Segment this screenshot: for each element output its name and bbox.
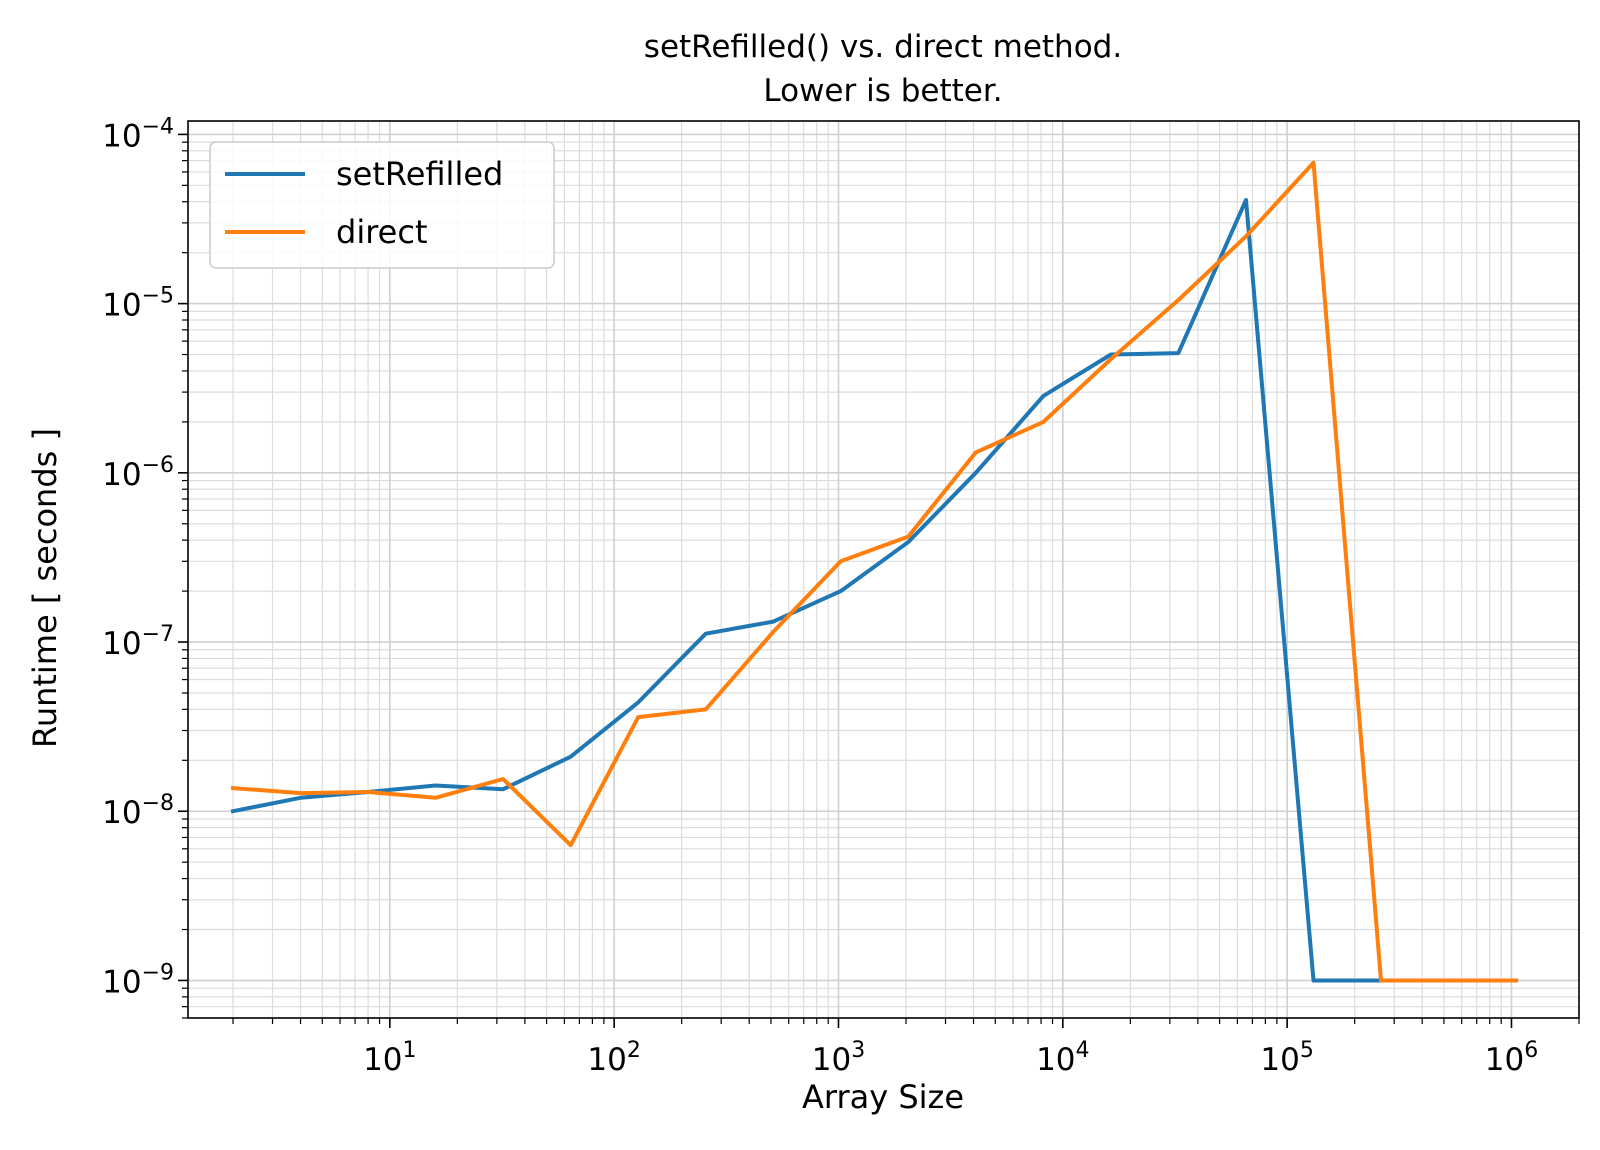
series-layer [230,160,1519,983]
x-tick-label: 106 [1485,1038,1538,1078]
plot-frame [187,120,1580,1019]
y-tick-label: 10−9 [102,960,174,1000]
minor-grid [188,121,1580,1019]
series-line-direct [230,160,1519,983]
chart-title-line-2: Lower is better. [763,73,1002,109]
legend: setRefilled direct [209,141,555,269]
chart-title-line-1: setRefilled() vs. direct method. [644,29,1122,65]
legend-label-setrefilled: setRefilled [336,155,503,193]
y-axis-label: Runtime [ seconds ] [26,428,64,748]
series-line-setrefilled [230,197,1519,983]
x-axis-label: Array Size [802,1078,964,1116]
axis-ticks [178,133,1580,1028]
legend-label-direct: direct [336,213,427,251]
y-tick-label: 10−5 [102,284,174,324]
